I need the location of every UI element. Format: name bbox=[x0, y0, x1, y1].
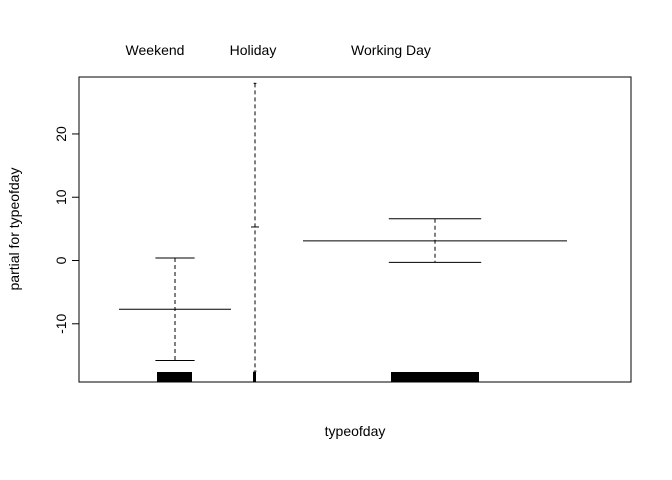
level-label-holiday: Holiday bbox=[230, 42, 277, 58]
rug-weekend bbox=[157, 372, 192, 382]
y-tick-label: 10 bbox=[53, 189, 69, 205]
level-holiday bbox=[251, 82, 259, 382]
x-axis-label: typeofday bbox=[325, 423, 386, 439]
rug-holiday bbox=[253, 372, 256, 382]
y-tick-label: -10 bbox=[53, 313, 69, 333]
plot-frame bbox=[78, 76, 632, 383]
level-weekend bbox=[119, 257, 231, 382]
y-tick-label: 20 bbox=[53, 126, 69, 142]
y-axis: -10 0 10 20 bbox=[53, 126, 80, 334]
y-tick-label: 0 bbox=[53, 256, 69, 264]
level-label-working-day: Working Day bbox=[351, 42, 431, 58]
rug-working-day bbox=[391, 372, 479, 382]
level-groups bbox=[119, 82, 567, 382]
y-axis-label: partial for typeofday bbox=[6, 168, 22, 291]
level-working-day bbox=[303, 218, 567, 382]
level-label-weekend: Weekend bbox=[126, 42, 185, 58]
level-labels: Weekend Holiday Working Day bbox=[126, 42, 431, 58]
